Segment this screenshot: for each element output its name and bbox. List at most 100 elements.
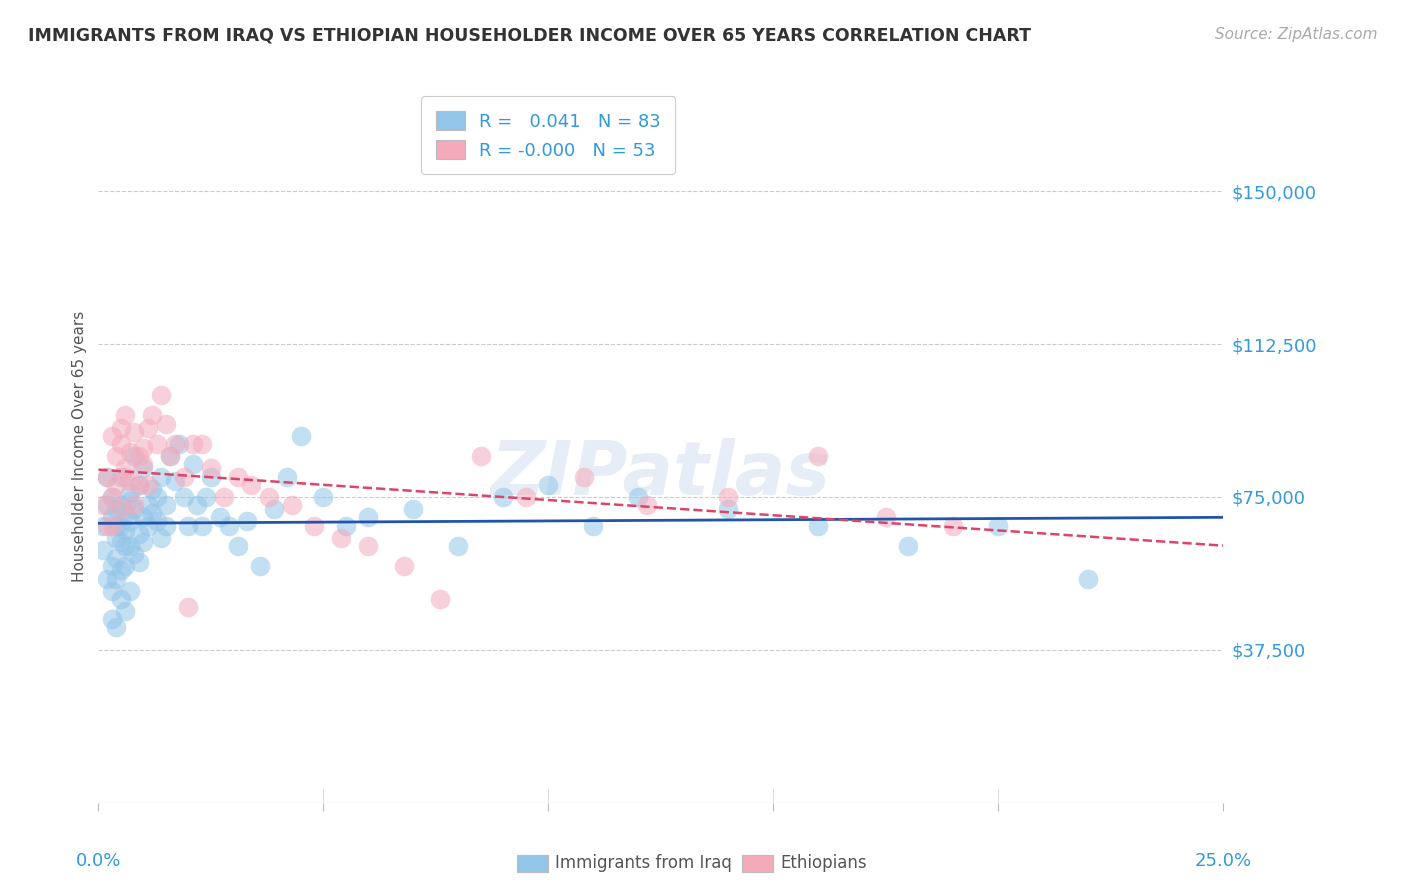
Point [132, 510, 155, 524]
Point [101, 490, 124, 504]
Text: Immigrants from Iraq: Immigrants from Iraq [555, 855, 733, 872]
Point [128, 526, 150, 541]
Point [124, 449, 146, 463]
Point [101, 583, 124, 598]
Point [181, 458, 204, 472]
Point [191, 437, 214, 451]
Text: 0.0%: 0.0% [76, 852, 121, 870]
Point [515, 490, 537, 504]
Point [987, 518, 1010, 533]
Point [105, 620, 128, 634]
Point [105, 449, 128, 463]
Point [110, 420, 132, 434]
Point [124, 502, 146, 516]
Point [128, 477, 150, 491]
Point [114, 409, 136, 423]
Text: IMMIGRANTS FROM IRAQ VS ETHIOPIAN HOUSEHOLDER INCOME OVER 65 YEARS CORRELATION C: IMMIGRANTS FROM IRAQ VS ETHIOPIAN HOUSEH… [28, 27, 1031, 45]
Point [114, 539, 136, 553]
Point [96, 469, 118, 483]
Point [136, 498, 159, 512]
Point [101, 510, 124, 524]
Y-axis label: Householder Income Over 65 years: Householder Income Over 65 years [72, 310, 87, 582]
Point [574, 469, 596, 483]
Point [132, 441, 155, 455]
Point [124, 425, 146, 439]
Point [163, 474, 186, 488]
Point [132, 458, 155, 472]
Point [807, 518, 830, 533]
Point [470, 449, 492, 463]
Point [128, 477, 150, 491]
Point [447, 539, 470, 553]
Point [173, 469, 195, 483]
Point [128, 555, 150, 569]
Legend: R =   0.041   N = 83, R = -0.000   N = 53: R = 0.041 N = 83, R = -0.000 N = 53 [422, 96, 675, 174]
Point [96, 572, 118, 586]
Point [118, 486, 141, 500]
Point [146, 515, 169, 529]
Point [177, 518, 200, 533]
Point [807, 449, 830, 463]
Point [118, 515, 141, 529]
Point [155, 518, 177, 533]
Point [304, 518, 326, 533]
Point [141, 482, 163, 496]
Point [96, 498, 118, 512]
Point [240, 477, 263, 491]
Point [402, 502, 425, 516]
Point [114, 461, 136, 475]
Point [159, 449, 181, 463]
Point [357, 539, 380, 553]
Point [110, 534, 132, 549]
Point [429, 591, 451, 606]
Point [124, 498, 146, 512]
Point [110, 437, 132, 451]
Point [146, 490, 169, 504]
Point [897, 539, 920, 553]
Text: Source: ZipAtlas.com: Source: ZipAtlas.com [1215, 27, 1378, 42]
Point [1077, 572, 1099, 586]
Point [181, 437, 204, 451]
Point [128, 449, 150, 463]
Point [101, 518, 124, 533]
Point [249, 559, 271, 574]
Text: 25.0%: 25.0% [1195, 852, 1251, 870]
Point [101, 429, 124, 443]
Point [281, 498, 304, 512]
Point [330, 531, 353, 545]
Text: ZIPatlas: ZIPatlas [491, 438, 831, 511]
Point [118, 474, 141, 488]
Point [141, 409, 163, 423]
Point [200, 461, 222, 475]
Point [136, 420, 159, 434]
Point [132, 534, 155, 549]
Point [118, 494, 141, 508]
Point [290, 429, 312, 443]
Point [150, 469, 173, 483]
Point [105, 531, 128, 545]
Point [226, 469, 249, 483]
Point [101, 490, 124, 504]
Point [259, 490, 281, 504]
Point [155, 417, 177, 431]
Point [335, 518, 357, 533]
Point [96, 518, 118, 533]
Point [114, 604, 136, 618]
Point [200, 469, 222, 483]
Point [105, 502, 128, 516]
Point [717, 502, 740, 516]
Point [132, 461, 155, 475]
Point [226, 539, 249, 553]
Point [118, 583, 141, 598]
Point [942, 518, 965, 533]
Point [875, 510, 897, 524]
Point [163, 437, 186, 451]
Point [208, 510, 231, 524]
Text: Ethiopians: Ethiopians [780, 855, 868, 872]
Point [236, 515, 259, 529]
Point [110, 591, 132, 606]
Point [136, 477, 159, 491]
Point [105, 477, 128, 491]
Point [146, 437, 169, 451]
Point [105, 551, 128, 566]
